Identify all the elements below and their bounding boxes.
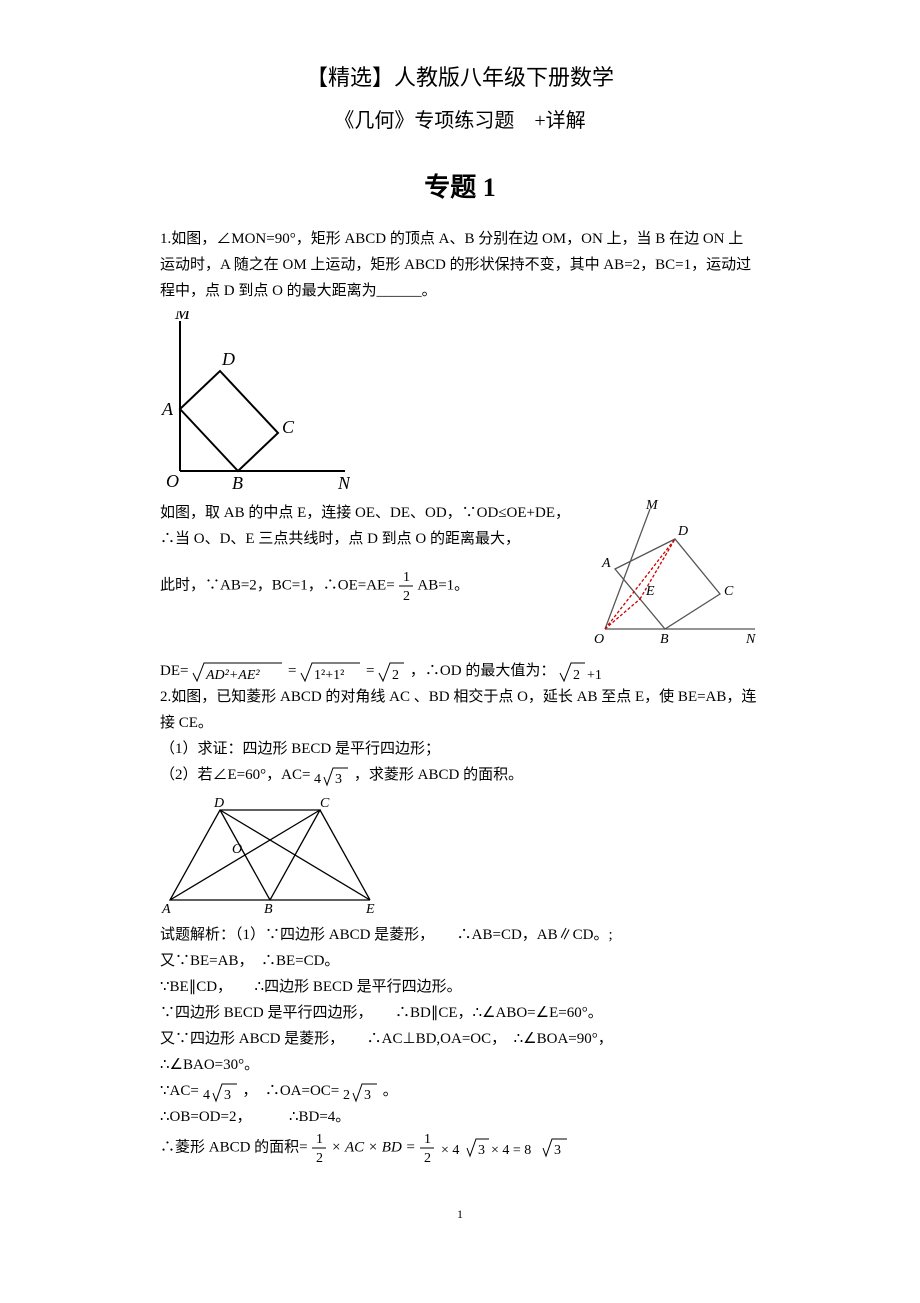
q1-sol4mid1: = xyxy=(288,663,300,679)
svg-text:× 4 = 8: × 4 = 8 xyxy=(491,1143,531,1158)
q1-line2: 运动时，A 随之在 OM 上运动，矩形 ABCD 的形状保持不变，其中 AB=2… xyxy=(160,253,760,277)
q2-sol-l3: ∵BE∥CD， ∴四边形 BECD 是平行四边形。 xyxy=(160,975,760,999)
val-2sqrt3: 23 xyxy=(343,1081,379,1103)
doc-title: 【精选】人教版八年级下册数学 xyxy=(160,60,760,95)
svg-text:E: E xyxy=(645,584,655,599)
val-4sqrt3: 43 xyxy=(314,765,350,787)
q1-sol4b: ，∴OD 的最大值为： xyxy=(410,663,555,679)
q1-sol3b: AB=1。 xyxy=(417,577,469,593)
svg-text:4: 4 xyxy=(314,772,321,787)
svg-text:C: C xyxy=(724,584,734,599)
svg-text:+1: +1 xyxy=(587,668,602,683)
svg-text:2: 2 xyxy=(424,1151,431,1165)
q1-figure1: M D A C O B N xyxy=(160,311,760,491)
svg-text:2: 2 xyxy=(343,1088,350,1103)
q2-sol-l5: 又∵四边形 ABCD 是菱形， ∴AC⊥BD,OA=OC， ∴∠BOA=90°， xyxy=(160,1027,760,1051)
q2-sol-l4: ∵四边形 BECD 是平行四边形， ∴BD∥CE，∴∠ABO=∠E=60°。 xyxy=(160,1001,760,1025)
svg-text:B: B xyxy=(264,902,273,915)
svg-text:3: 3 xyxy=(364,1088,371,1103)
q2-part1: （1）求证：四边形 BECD 是平行四边形； xyxy=(160,737,760,761)
svg-text:3: 3 xyxy=(335,772,342,787)
svg-text:D: D xyxy=(677,524,688,539)
fraction-1-2-b: 12 xyxy=(311,1131,327,1165)
q2-figure: A B E D C O xyxy=(160,795,760,915)
q1-line3: 程中，点 D 到点 O 的最大距离为______。 xyxy=(160,279,760,303)
svg-text:D: D xyxy=(213,796,224,811)
fig-label-c: C xyxy=(282,417,295,437)
svg-text:3: 3 xyxy=(224,1088,231,1103)
sqrt-2-plus-1: 2 +1 xyxy=(559,659,607,683)
q1-sol4mid2: = xyxy=(366,663,378,679)
q2-sol-l9mid: × AC × BD = xyxy=(331,1140,419,1156)
fraction-1-2-c: 12 xyxy=(419,1131,435,1165)
svg-text:1²+1²: 1²+1² xyxy=(314,668,344,683)
fig-label-o: O xyxy=(166,471,179,491)
svg-text:4: 4 xyxy=(203,1088,210,1103)
q2-part2b: ，求菱形 ABCD 的面积。 xyxy=(354,767,523,783)
final-calc: × 4 3 × 4 = 8 3 xyxy=(439,1136,569,1160)
q1-sol2: ∴当 O、D、E 三点共线时，点 D 到点 O 的距离最大， xyxy=(160,527,590,551)
fig-label-n: N xyxy=(337,473,350,491)
q2-part2a: （2）若∠E=60°，AC= xyxy=(160,767,310,783)
svg-text:2: 2 xyxy=(316,1151,323,1165)
q2-line1: 2.如图，已知菱形 ABCD 的对角线 AC 、BD 相交于点 O，延长 AB … xyxy=(160,685,760,709)
q2-part2: （2）若∠E=60°，AC= 43 ，求菱形 ABCD 的面积。 xyxy=(160,763,760,787)
q2-sol-l2: 又∵BE=AB， ∴BE=CD。 xyxy=(160,949,760,973)
q1-sol3a: 此时，∵AB=2，BC=1，∴OE=AE= xyxy=(160,577,395,593)
q2-sol-l1: 试题解析：（1）∵四边形 ABCD 是菱形， ∴AB=CD，AB∥CD。; xyxy=(160,923,760,947)
val-4sqrt3-b: 43 xyxy=(203,1081,239,1103)
svg-text:2: 2 xyxy=(392,668,399,683)
svg-text:2: 2 xyxy=(403,589,410,603)
svg-text:N: N xyxy=(745,632,756,647)
svg-text:A: A xyxy=(601,556,611,571)
q2-sol-l8: ∴OB=OD=2， ∴BD=4。 xyxy=(160,1105,760,1129)
svg-text:E: E xyxy=(365,902,375,915)
q2-sol-l9: ∴菱形 ABCD 的面积= 12 × AC × BD = 12 × 4 3 × … xyxy=(160,1131,760,1165)
q1-sol3: 此时，∵AB=2，BC=1，∴OE=AE= 12 AB=1。 xyxy=(160,569,590,603)
fig-label-a: A xyxy=(161,399,174,419)
svg-text:2: 2 xyxy=(573,668,580,683)
doc-subtitle: 《几何》专项练习题 +详解 xyxy=(160,105,760,137)
q2-sol-l7: ∵AC= 43 ， ∴OA=OC= 23 。 xyxy=(160,1079,760,1103)
sqrt-2: 2 xyxy=(378,659,406,683)
page-number: 1 xyxy=(160,1205,760,1224)
fig-label-m: M xyxy=(174,311,191,323)
q2-sol-l7b: ， ∴OA=OC= xyxy=(242,1083,339,1099)
q2-sol-l7c: 。 xyxy=(383,1083,398,1099)
q2-sol-l6: ∴∠BAO=30°。 xyxy=(160,1053,760,1077)
svg-text:3: 3 xyxy=(554,1143,561,1158)
q1-line1: 1.如图，∠MON=90°，矩形 ABCD 的顶点 A、B 分别在边 OM，ON… xyxy=(160,227,760,251)
q2-sol-l9a: ∴菱形 ABCD 的面积= xyxy=(160,1140,308,1156)
svg-text:O: O xyxy=(232,842,242,857)
svg-text:B: B xyxy=(660,632,669,647)
svg-text:C: C xyxy=(320,796,330,811)
svg-text:M: M xyxy=(645,499,659,513)
q1-sol1: 如图，取 AB 的中点 E，连接 OE、DE、OD，∵OD≤OE+DE， xyxy=(160,501,590,525)
q1-sol4: DE= AD²+AE² = 1²+1² = 2 ，∴OD 的最大值为： 2 +1 xyxy=(160,659,760,684)
sqrt-expr-1: AD²+AE² xyxy=(192,659,284,683)
q1-figure2: M D A E C O B N xyxy=(590,499,760,649)
q2-line2: 接 CE。 xyxy=(160,711,760,735)
fig-label-b: B xyxy=(232,473,243,491)
q2-sol-l7a: ∵AC= xyxy=(160,1083,199,1099)
svg-text:A: A xyxy=(161,902,171,915)
sqrt-expr-2: 1²+1² xyxy=(300,659,362,683)
fig-label-d: D xyxy=(221,349,235,369)
svg-text:1: 1 xyxy=(403,570,410,585)
svg-text:AD²+AE²: AD²+AE² xyxy=(205,668,260,683)
q1-sol4a: DE= xyxy=(160,663,188,679)
svg-text:O: O xyxy=(594,632,604,647)
fraction-1-2: 12 xyxy=(398,569,414,603)
svg-text:× 4: × 4 xyxy=(441,1143,459,1158)
svg-text:3: 3 xyxy=(478,1143,485,1158)
svg-text:1: 1 xyxy=(424,1132,431,1147)
section-title: 专题 1 xyxy=(160,167,760,209)
svg-text:1: 1 xyxy=(316,1132,323,1147)
